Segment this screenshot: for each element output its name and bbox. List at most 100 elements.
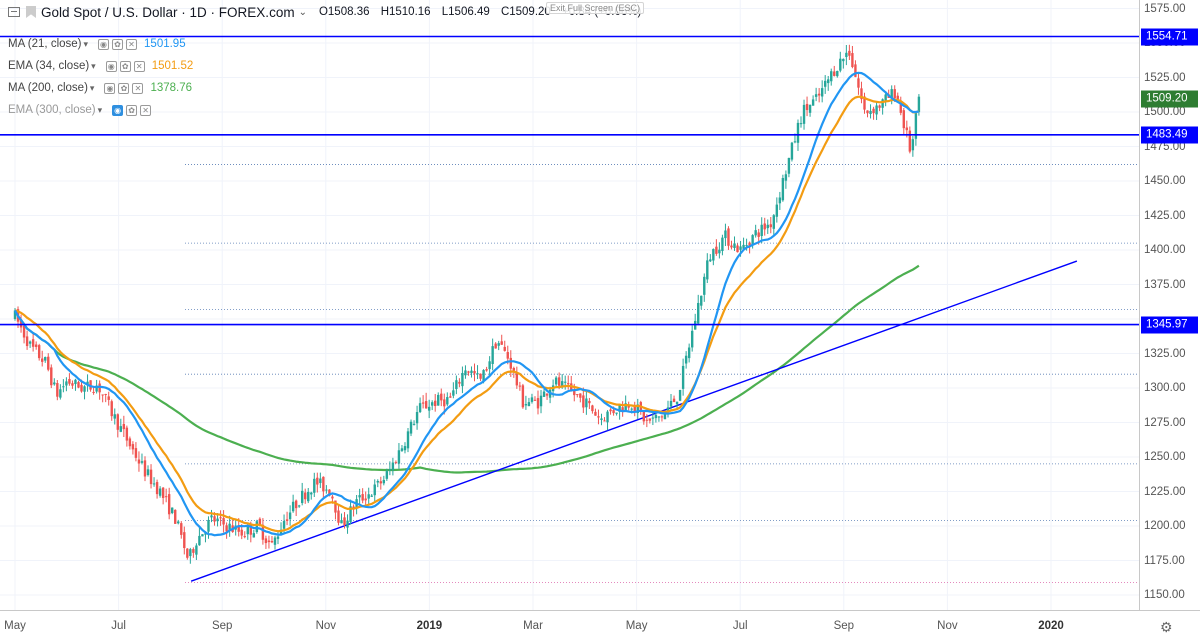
eye-icon[interactable]: ◉ [104,82,116,94]
candle [908,126,912,154]
candle [836,70,839,78]
candle [119,418,123,433]
hidden-eye-icon[interactable]: ◉ [112,104,124,116]
candle [545,393,549,400]
candle [385,468,389,481]
trendline-path[interactable] [190,260,1078,582]
level-price-label: 1554.71 [1141,28,1198,45]
candle [600,413,603,426]
candle [585,390,588,415]
candle [310,491,313,500]
candle [304,488,307,504]
candle [77,380,80,389]
indicator-ma200[interactable]: MA (200, close) ▾ ◉ ✿ ✕ 1378.76 [8,77,193,99]
close-icon[interactable]: ✕ [132,82,144,94]
candle [409,419,413,437]
candle [651,411,655,426]
eye-icon[interactable]: ◉ [105,60,117,72]
candle [814,87,818,102]
candle [827,75,830,91]
candle [427,399,431,419]
candle [68,373,71,386]
candle [137,451,141,472]
chevron-down-icon[interactable]: ▾ [83,38,89,49]
candle [830,68,833,86]
time-tick-label: Nov [315,620,337,632]
high-value: H1510.16 [380,6,431,18]
candle [609,408,612,415]
candle [267,535,271,549]
candle [672,395,676,403]
gear-icon[interactable]: ✿ [119,60,131,72]
candle [225,522,228,539]
candle [291,494,295,513]
close-icon[interactable]: ✕ [140,104,152,116]
candle [458,378,461,388]
candle [554,376,558,387]
gear-icon[interactable]: ✿ [126,104,138,116]
candle [313,472,316,497]
candle [621,401,624,417]
candle [418,397,422,414]
candle [210,509,213,523]
grid [0,0,1139,610]
exit-fullscreen-tooltip[interactable]: Exit Full Screen (ESC) [546,2,645,14]
chevron-down-icon[interactable]: ⌄ [298,6,307,18]
candle [648,418,652,424]
candle [279,522,283,536]
candle [857,72,860,95]
candle [500,334,503,345]
candle [367,487,370,506]
candle [706,253,709,284]
candle [346,514,349,534]
gear-icon[interactable]: ⚙ [1160,619,1173,635]
candle [86,374,89,392]
candle [437,392,440,406]
candle [675,401,679,410]
candle [497,340,500,351]
candle [712,248,715,266]
symbol-title[interactable]: Gold Spot / U.S. Dollar · 1D · FOREX.com [41,4,295,20]
price-tick-label: 1425.00 [1144,209,1186,222]
candle [700,295,703,310]
time-tick-label: 2020 [1038,620,1064,632]
close-icon[interactable]: ✕ [126,38,138,50]
chevron-down-icon[interactable]: ▾ [91,60,96,71]
price-tick-label: 1175.00 [1144,554,1185,567]
candle [406,428,410,453]
close-icon[interactable]: ✕ [133,60,145,72]
price-axis[interactable]: 1575.001550.001525.001500.001475.001450.… [1140,0,1200,610]
candle [316,472,319,493]
candle [446,392,449,407]
candle [781,174,785,202]
candle [778,191,782,210]
candle [192,547,195,558]
candle [382,475,386,486]
chevron-down-icon[interactable]: ▾ [97,104,103,115]
candle [863,92,866,114]
candle [228,515,231,537]
candle [134,442,138,462]
candle [787,157,791,178]
candle [140,453,144,465]
candle [252,529,256,538]
indicator-ema300[interactable]: EMA (300, close) ▾ ◉ ✿ ✕ [8,99,193,121]
indicator-ema34[interactable]: EMA (34, close) ▾ ◉ ✿ ✕ 1501.52 [8,55,193,77]
chevron-down-icon[interactable]: ▾ [89,82,95,93]
eye-icon[interactable]: ◉ [98,38,110,50]
candle [31,333,35,352]
candle [50,364,53,389]
candle [684,351,688,369]
ma200-path [14,264,920,474]
candle [697,294,700,326]
collapse-icon[interactable] [8,7,20,17]
gear-icon[interactable]: ✿ [118,82,130,94]
candle [92,386,95,395]
candle [606,410,609,431]
candle [703,273,706,302]
gear-icon[interactable]: ✿ [112,38,124,50]
ma200-line [14,264,920,474]
indicator-ma21[interactable]: MA (21, close) ▾ ◉ ✿ ✕ 1501.95 [8,33,193,55]
candle [319,472,322,489]
